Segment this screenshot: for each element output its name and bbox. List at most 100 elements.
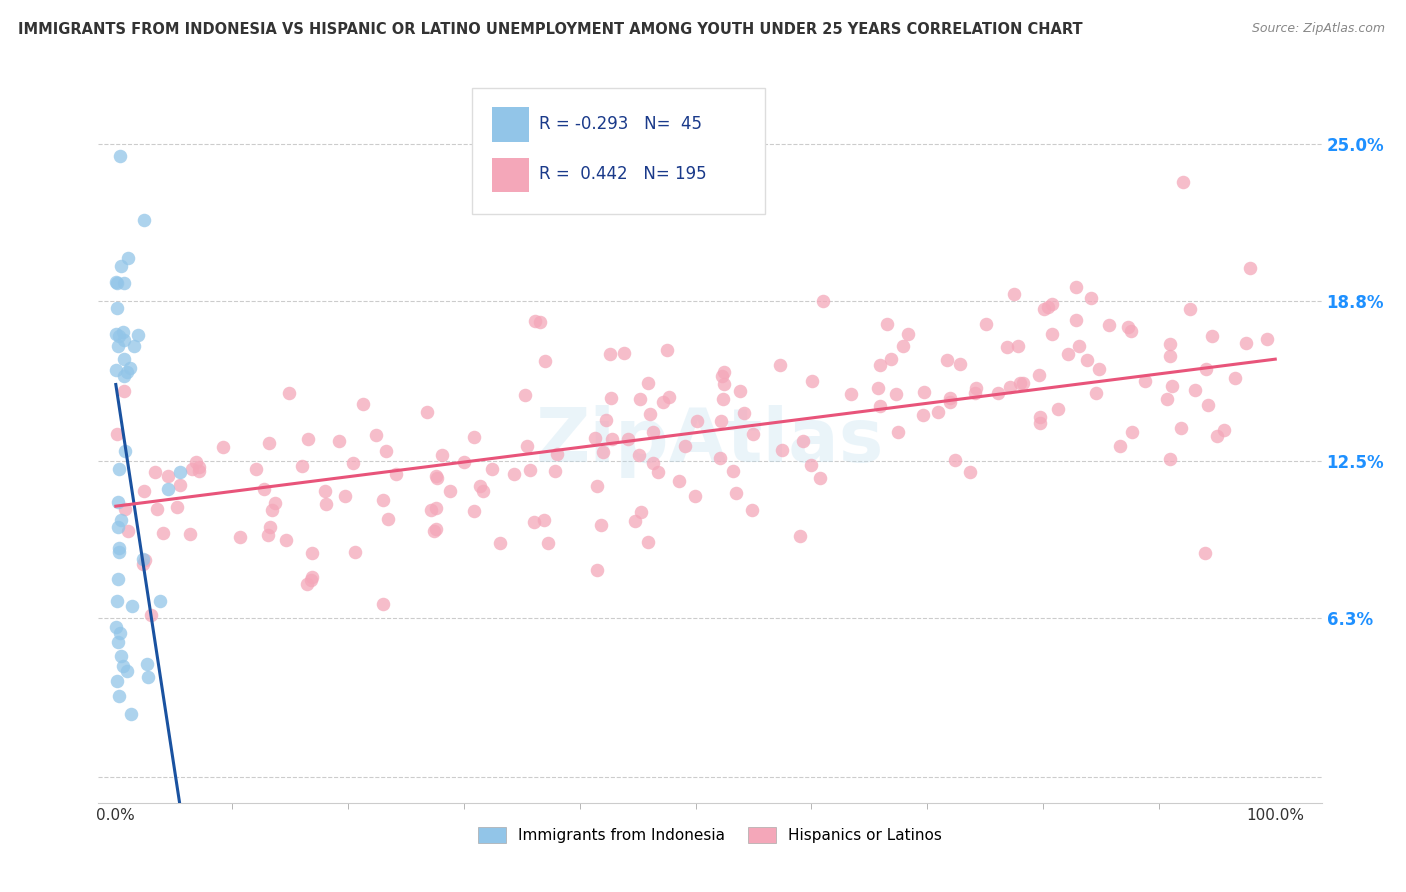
Point xyxy=(884,387,907,401)
Point xyxy=(987,386,1010,401)
Point xyxy=(586,563,609,577)
Point xyxy=(110,648,132,663)
Point xyxy=(869,358,891,372)
Point xyxy=(1057,347,1080,361)
Point xyxy=(943,452,966,467)
Point xyxy=(152,525,174,540)
Point xyxy=(333,489,356,503)
Point xyxy=(188,460,211,475)
Point xyxy=(652,395,675,409)
Point xyxy=(586,479,609,493)
Point xyxy=(911,408,934,422)
Point xyxy=(315,497,337,511)
Point xyxy=(481,461,503,475)
Point xyxy=(416,405,439,419)
Point xyxy=(792,434,814,449)
Text: R = -0.293   N=  45: R = -0.293 N= 45 xyxy=(538,115,702,133)
Point xyxy=(121,599,143,613)
Point xyxy=(1159,337,1181,351)
Point xyxy=(371,597,394,611)
Point xyxy=(115,365,138,379)
Point xyxy=(179,526,201,541)
Point xyxy=(668,475,690,489)
Point xyxy=(638,407,661,421)
Point xyxy=(595,413,617,427)
Point xyxy=(1032,301,1054,316)
Point xyxy=(1076,353,1098,368)
Point xyxy=(1171,175,1194,189)
Point xyxy=(523,516,546,530)
Point xyxy=(616,432,638,446)
Point xyxy=(647,466,669,480)
Point xyxy=(107,462,129,476)
Point xyxy=(111,325,134,339)
Point xyxy=(105,620,128,634)
Point xyxy=(641,456,664,470)
Point xyxy=(229,530,252,544)
Point xyxy=(419,503,441,517)
Point xyxy=(1007,339,1029,353)
Point xyxy=(592,445,614,459)
Point xyxy=(637,376,659,390)
Point xyxy=(534,353,557,368)
Point xyxy=(463,430,485,444)
Point xyxy=(630,505,652,519)
Point xyxy=(1084,386,1107,401)
Point xyxy=(127,328,149,343)
Point xyxy=(613,345,636,359)
Point xyxy=(503,467,526,482)
Point xyxy=(936,352,959,367)
Point xyxy=(742,427,765,442)
Point xyxy=(641,425,664,439)
Point xyxy=(1159,451,1181,466)
Point xyxy=(112,276,135,290)
Point xyxy=(169,478,191,492)
Point xyxy=(314,484,336,499)
Point xyxy=(301,570,323,584)
Point xyxy=(1239,261,1261,276)
Point xyxy=(600,391,623,405)
Point xyxy=(112,333,135,347)
Point xyxy=(253,483,276,497)
Point xyxy=(463,503,485,517)
Point xyxy=(519,463,541,477)
Point xyxy=(132,212,155,227)
Point xyxy=(453,455,475,469)
Point xyxy=(114,368,136,383)
Point xyxy=(166,500,188,515)
Point xyxy=(108,329,131,343)
Point xyxy=(107,572,129,586)
Point xyxy=(107,426,129,441)
Point xyxy=(710,413,733,427)
Point xyxy=(343,545,366,559)
Point xyxy=(1028,409,1050,424)
Point xyxy=(107,634,129,648)
Point xyxy=(105,326,128,341)
Point xyxy=(657,343,679,357)
Point xyxy=(516,439,538,453)
Point xyxy=(770,442,793,457)
Point xyxy=(891,339,914,353)
Point xyxy=(1029,417,1052,431)
Point xyxy=(111,658,134,673)
Point xyxy=(132,552,155,566)
Point xyxy=(114,444,136,458)
Point xyxy=(789,529,811,543)
Point xyxy=(1212,423,1234,437)
Point xyxy=(1119,324,1142,338)
Point xyxy=(1159,349,1181,363)
Text: ZipAtlas: ZipAtlas xyxy=(536,405,884,478)
Point xyxy=(533,512,555,526)
Point xyxy=(959,465,981,479)
Point xyxy=(628,392,651,406)
Point xyxy=(114,501,136,516)
Point xyxy=(107,520,129,534)
Point xyxy=(927,405,949,419)
Point xyxy=(1066,313,1088,327)
Point xyxy=(143,465,166,479)
Point xyxy=(371,493,394,508)
Point xyxy=(880,351,903,366)
Point xyxy=(1047,401,1070,416)
Point xyxy=(385,467,408,481)
Point xyxy=(723,464,745,478)
